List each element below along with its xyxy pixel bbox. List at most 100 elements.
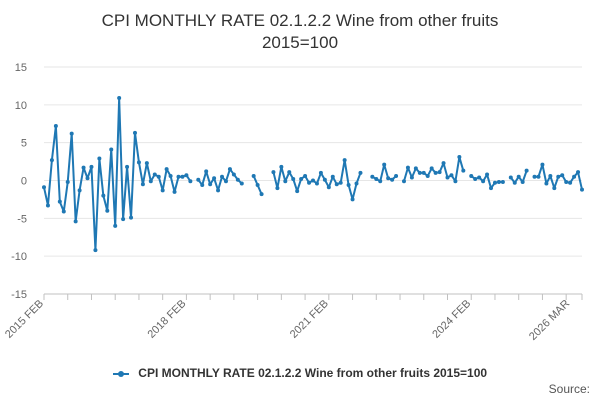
- y-tick-label: -5: [17, 213, 27, 225]
- data-point: [548, 173, 553, 178]
- data-point: [524, 168, 529, 173]
- data-point: [42, 185, 46, 190]
- data-point: [489, 186, 494, 191]
- y-tick-label: -10: [11, 251, 27, 263]
- data-point: [512, 180, 517, 185]
- data-point: [303, 173, 308, 178]
- data-point: [291, 176, 296, 181]
- data-point: [176, 174, 181, 179]
- data-point: [271, 170, 276, 175]
- data-point: [259, 192, 264, 197]
- data-point: [409, 175, 414, 180]
- data-point: [69, 131, 74, 136]
- data-point: [113, 223, 118, 228]
- data-point: [496, 180, 501, 185]
- data-point: [61, 209, 66, 214]
- data-point: [350, 197, 355, 202]
- data-point: [433, 170, 438, 175]
- data-point: [235, 177, 240, 182]
- data-point: [346, 183, 351, 188]
- data-point: [251, 173, 256, 178]
- data-point: [457, 155, 462, 160]
- x-tick-label: 2024 FEB: [430, 298, 473, 341]
- data-point: [564, 180, 569, 185]
- y-tick-label: -15: [11, 289, 27, 301]
- data-point: [65, 180, 70, 185]
- data-point: [552, 186, 557, 191]
- data-point: [354, 181, 359, 186]
- data-point: [239, 181, 244, 186]
- data-point: [45, 203, 50, 208]
- data-point: [275, 186, 280, 191]
- y-tick-label: 0: [21, 176, 27, 188]
- data-point: [358, 170, 363, 175]
- data-point: [374, 176, 379, 181]
- x-tick-label: 2021 FEB: [288, 298, 331, 341]
- x-tick-label: 2015 FEB: [3, 298, 46, 341]
- data-point: [370, 174, 375, 179]
- data-point: [93, 248, 98, 253]
- data-point: [283, 179, 288, 184]
- data-point: [101, 193, 106, 198]
- data-point: [580, 187, 584, 192]
- data-point: [180, 174, 185, 179]
- data-point: [109, 147, 114, 152]
- data-point: [382, 162, 387, 167]
- source-credit[interactable]: Source:: [548, 382, 590, 396]
- legend[interactable]: CPI MONTHLY RATE 02.1.2.2 Wine from othe…: [0, 366, 600, 380]
- data-point: [156, 174, 161, 179]
- data-point: [188, 179, 193, 184]
- data-point: [560, 173, 565, 178]
- data-point: [330, 174, 335, 179]
- data-point: [227, 167, 232, 172]
- data-point: [390, 177, 395, 182]
- data-point: [417, 170, 422, 175]
- data-point: [212, 176, 217, 181]
- data-point: [477, 175, 482, 180]
- data-point: [136, 160, 141, 165]
- data-point: [117, 96, 122, 101]
- data-point: [168, 173, 173, 178]
- data-point: [295, 189, 300, 194]
- data-point: [160, 188, 165, 193]
- data-point: [342, 158, 347, 163]
- data-point: [500, 180, 505, 185]
- data-point: [378, 179, 383, 184]
- data-point: [405, 165, 410, 170]
- data-point: [132, 130, 137, 135]
- y-tick-label: 10: [15, 100, 27, 112]
- data-point: [572, 174, 577, 179]
- data-point: [532, 174, 537, 179]
- data-point: [279, 164, 284, 169]
- data-point: [508, 175, 513, 180]
- data-point: [125, 164, 130, 169]
- data-point: [441, 161, 446, 166]
- data-point: [568, 180, 573, 185]
- y-tick-label: 5: [21, 138, 27, 150]
- data-point: [49, 158, 54, 163]
- data-point: [121, 217, 126, 222]
- data-point: [311, 178, 315, 183]
- data-point: [129, 215, 134, 220]
- data-point: [208, 182, 213, 187]
- data-point: [287, 170, 292, 175]
- data-point: [386, 176, 391, 181]
- legend-marker-icon: [112, 370, 129, 377]
- data-point: [576, 170, 581, 175]
- data-point: [255, 183, 260, 188]
- data-point: [421, 170, 426, 175]
- data-point: [520, 180, 525, 185]
- chart-title: CPI MONTHLY RATE 02.1.2.2 Wine from othe…: [0, 10, 600, 54]
- data-point: [140, 182, 145, 187]
- data-point: [394, 173, 399, 178]
- legend-label: CPI MONTHLY RATE 02.1.2.2 Wine from othe…: [138, 366, 488, 380]
- data-point: [449, 173, 454, 178]
- data-point: [318, 170, 323, 175]
- chart-title-line2: 2015=100: [261, 33, 339, 52]
- data-point: [85, 176, 90, 181]
- data-point: [413, 166, 418, 171]
- data-point: [516, 174, 521, 179]
- data-point: [73, 219, 78, 224]
- data-point: [544, 181, 549, 186]
